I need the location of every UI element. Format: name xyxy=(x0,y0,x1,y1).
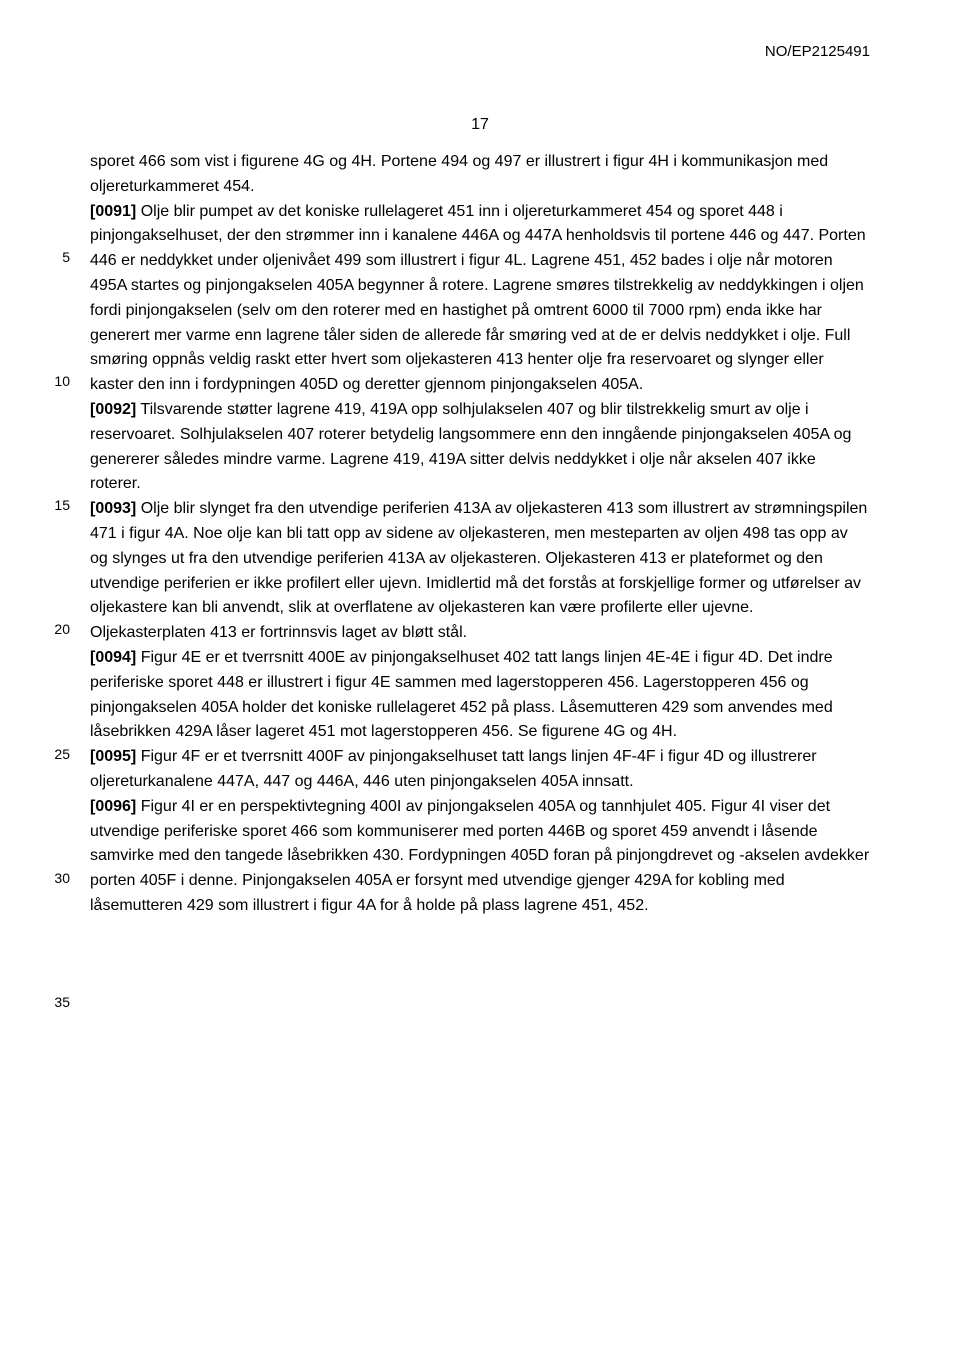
line-number: 20 xyxy=(54,619,70,641)
page-number: 17 xyxy=(90,113,870,138)
paragraph-number: [0092] xyxy=(90,401,136,418)
paragraph-text: Figur 4F er et tverrsnitt 400F av pinjon… xyxy=(90,748,817,790)
line-number: 10 xyxy=(54,371,70,393)
paragraph-number: [0095] xyxy=(90,748,136,765)
content-container: 5101520253035 sporet 466 som vist i figu… xyxy=(90,150,870,919)
line-number: 15 xyxy=(54,495,70,517)
paragraph-text: Figur 4E er et tverrsnitt 400E av pinjon… xyxy=(90,649,833,740)
line-number: 25 xyxy=(54,744,70,766)
paragraph-text: Figur 4I er en perspektivtegning 400I av… xyxy=(90,798,869,914)
paragraph: [0093] Olje blir slynget fra den utvendi… xyxy=(90,497,870,646)
line-number: 30 xyxy=(54,868,70,890)
paragraph-number: [0091] xyxy=(90,203,136,220)
doc-id: NO/EP2125491 xyxy=(765,43,870,60)
paragraph-text: Olje blir pumpet av det koniske rullelag… xyxy=(90,203,866,394)
paragraph-text: sporet 466 som vist i figurene 4G og 4H.… xyxy=(90,153,828,195)
paragraph: [0096] Figur 4I er en perspektivtegning … xyxy=(90,795,870,919)
paragraph-number: [0094] xyxy=(90,649,136,666)
paragraph: [0095] Figur 4F er et tverrsnitt 400F av… xyxy=(90,745,870,795)
body-text: sporet 466 som vist i figurene 4G og 4H.… xyxy=(90,150,870,919)
paragraph: [0094] Figur 4E er et tverrsnitt 400E av… xyxy=(90,646,870,745)
document-header: NO/EP2125491 xyxy=(90,40,870,63)
line-number: 35 xyxy=(54,992,70,1014)
paragraph-text: Olje blir slynget fra den utvendige peri… xyxy=(90,500,867,641)
line-number: 5 xyxy=(62,247,70,269)
paragraph-number: [0096] xyxy=(90,798,136,815)
paragraph: [0092] Tilsvarende støtter lagrene 419, … xyxy=(90,398,870,497)
paragraph: sporet 466 som vist i figurene 4G og 4H.… xyxy=(90,150,870,200)
paragraph-text: Tilsvarende støtter lagrene 419, 419A op… xyxy=(90,401,851,492)
paragraph: [0091] Olje blir pumpet av det koniske r… xyxy=(90,200,870,398)
paragraph-number: [0093] xyxy=(90,500,136,517)
